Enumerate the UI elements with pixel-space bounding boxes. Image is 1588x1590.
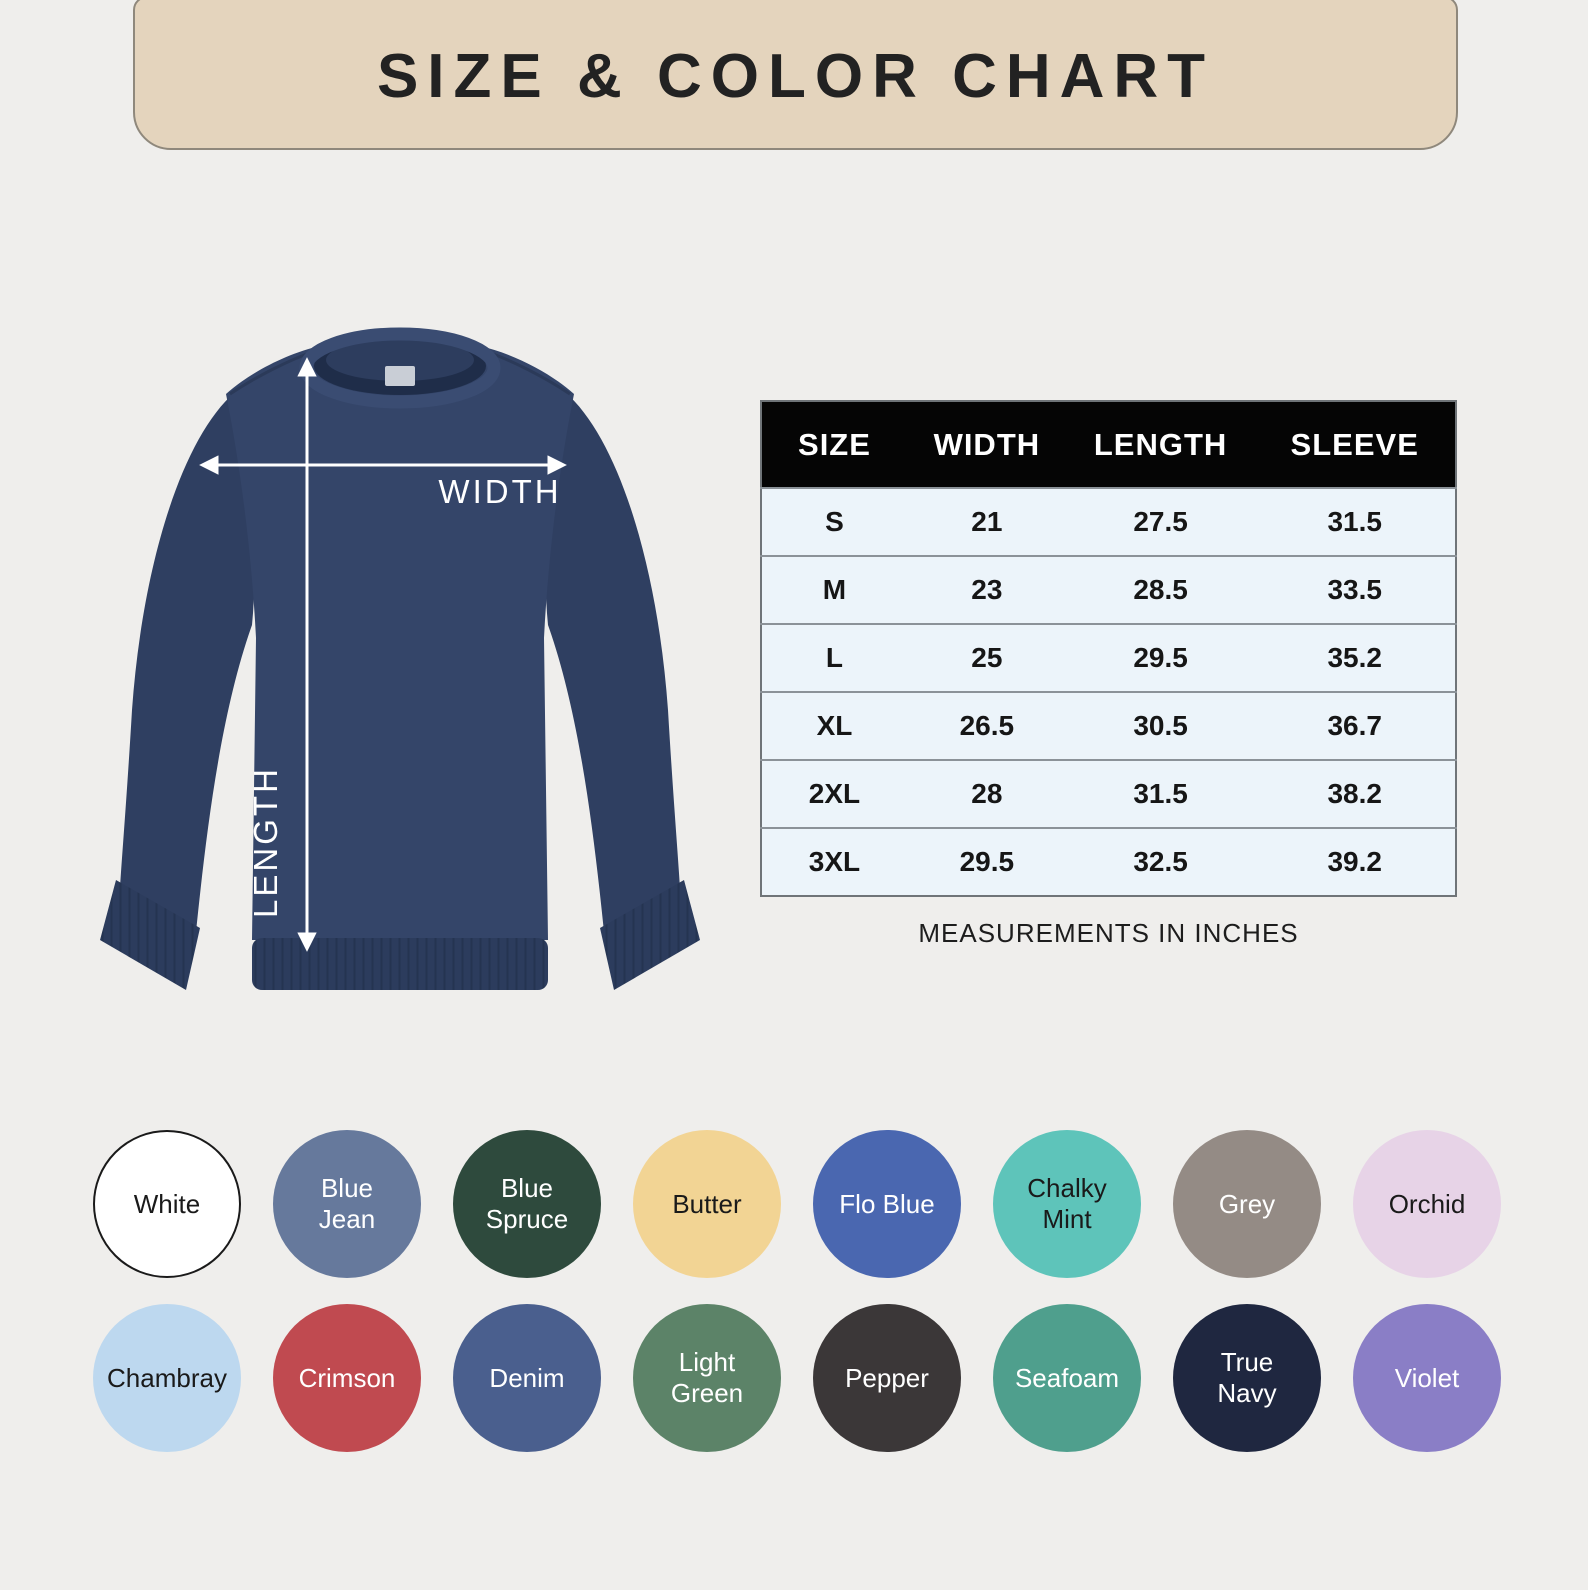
- size-table-header-row: SIZE WIDTH LENGTH SLEEVE: [761, 401, 1456, 488]
- color-swatch-label: White: [133, 1188, 201, 1219]
- color-swatch-label: Chambray: [107, 1362, 227, 1393]
- color-swatch: Light Green: [633, 1304, 781, 1452]
- table-cell: 23: [906, 555, 1067, 624]
- color-swatch: White: [93, 1130, 241, 1278]
- table-cell: 28.5: [1066, 555, 1255, 624]
- color-swatch-label: Light Green: [670, 1347, 744, 1408]
- color-swatch: Grey: [1173, 1130, 1321, 1278]
- table-row: XL 26.5 30.5 36.7: [761, 691, 1456, 760]
- table-cell: 39.2: [1254, 827, 1456, 896]
- color-swatch-label: Butter: [672, 1188, 742, 1219]
- table-cell: 27.5: [1066, 487, 1255, 556]
- color-swatch: Violet: [1353, 1304, 1501, 1452]
- color-swatch-label: Crimson: [298, 1362, 396, 1393]
- color-swatch: Orchid: [1353, 1130, 1501, 1278]
- color-swatch: Blue Jean: [273, 1130, 421, 1278]
- table-cell: 26.5: [906, 691, 1067, 760]
- color-swatch: Denim: [453, 1304, 601, 1452]
- color-swatch: Chambray: [93, 1304, 241, 1452]
- sweatshirt-cuffs: [100, 880, 700, 990]
- table-cell: M: [761, 555, 907, 624]
- table-cell: 28: [906, 759, 1067, 828]
- table-cell: 29.5: [1066, 623, 1255, 692]
- table-cell: 33.5: [1254, 555, 1456, 624]
- color-swatch-label: Blue Jean: [318, 1173, 376, 1234]
- width-arrow-label: WIDTH: [438, 473, 561, 510]
- color-swatch: Blue Spruce: [453, 1130, 601, 1278]
- table-cell: 21: [906, 487, 1067, 556]
- measurements-note: MEASUREMENTS IN INCHES: [918, 918, 1299, 948]
- table-cell: 3XL: [761, 827, 907, 896]
- table-cell: 29.5: [906, 827, 1067, 896]
- table-row: S 21 27.5 31.5: [761, 487, 1456, 556]
- table-cell: L: [761, 623, 907, 692]
- page-title: SIZE & COLOR CHART: [376, 41, 1215, 111]
- color-swatch-label: Denim: [489, 1362, 565, 1393]
- color-swatch-grid: White Blue Jean Blue Spruce Butter Flo Blue C…: [93, 1130, 1501, 1452]
- table-cell: 35.2: [1254, 623, 1456, 692]
- measurement-arrows: WIDTH LENGTH: [199, 357, 567, 952]
- sweatshirt-diagram: WIDTH LENGTH: [100, 327, 700, 990]
- color-swatch-label: Chalky Mint: [1027, 1173, 1107, 1234]
- size-table-column-header: LENGTH: [1066, 401, 1255, 488]
- color-swatch: Butter: [633, 1130, 781, 1278]
- color-swatch: Crimson: [273, 1304, 421, 1452]
- color-swatch: Chalky Mint: [993, 1130, 1141, 1278]
- color-swatch-label: Violet: [1394, 1362, 1460, 1393]
- table-row: 3XL 29.5 32.5 39.2: [761, 827, 1456, 896]
- color-swatch: Flo Blue: [813, 1130, 961, 1278]
- table-cell: 31.5: [1066, 759, 1255, 828]
- size-table-column-header: SLEEVE: [1254, 401, 1456, 488]
- table-cell: 36.7: [1254, 691, 1456, 760]
- size-table-column-header: SIZE: [761, 401, 907, 488]
- color-swatch: True Navy: [1173, 1304, 1321, 1452]
- collar-tag: [385, 366, 415, 386]
- table-cell: 25: [906, 623, 1067, 692]
- size-table-container: SIZE WIDTH LENGTH SLEEVE S 21 27.5 31.5 M 23 28.5…: [760, 400, 1457, 897]
- title-banner: SIZE & COLOR CHART: [133, 0, 1458, 150]
- table-row: L 25 29.5 35.2: [761, 623, 1456, 692]
- color-swatch-label: Flo Blue: [839, 1188, 935, 1219]
- size-table: SIZE WIDTH LENGTH SLEEVE S 21 27.5 31.5 M 23 28.5…: [760, 400, 1457, 897]
- color-swatch-label: Seafoam: [1014, 1362, 1120, 1393]
- color-swatch: Seafoam: [993, 1304, 1141, 1452]
- sweatshirt-sleeves: [120, 392, 680, 932]
- table-cell: 30.5: [1066, 691, 1255, 760]
- sweatshirt-collar: [299, 327, 501, 409]
- color-swatch-label: Blue Spruce: [485, 1173, 569, 1234]
- color-swatch-label: Grey: [1218, 1188, 1276, 1219]
- table-cell: 38.2: [1254, 759, 1456, 828]
- table-cell: 32.5: [1066, 827, 1255, 896]
- table-row: M 23 28.5 33.5: [761, 555, 1456, 624]
- table-cell: 2XL: [761, 759, 907, 828]
- table-row: 2XL 28 31.5 38.2: [761, 759, 1456, 828]
- size-table-column-header: WIDTH: [906, 401, 1067, 488]
- color-swatch-label: Pepper: [845, 1362, 929, 1393]
- length-arrow-label: LENGTH: [247, 766, 284, 918]
- color-swatch-label: True Navy: [1217, 1347, 1277, 1408]
- color-swatch: Pepper: [813, 1304, 961, 1452]
- table-cell: XL: [761, 691, 907, 760]
- table-cell: S: [761, 487, 907, 556]
- table-cell: 31.5: [1254, 487, 1456, 556]
- sweatshirt-hem: [252, 938, 548, 990]
- size-table-body: S 21 27.5 31.5 M 23 28.5 33.5 L 25 29.5 35.2 XL 26.5 3…: [761, 487, 1456, 896]
- color-swatch-label: Orchid: [1388, 1188, 1466, 1219]
